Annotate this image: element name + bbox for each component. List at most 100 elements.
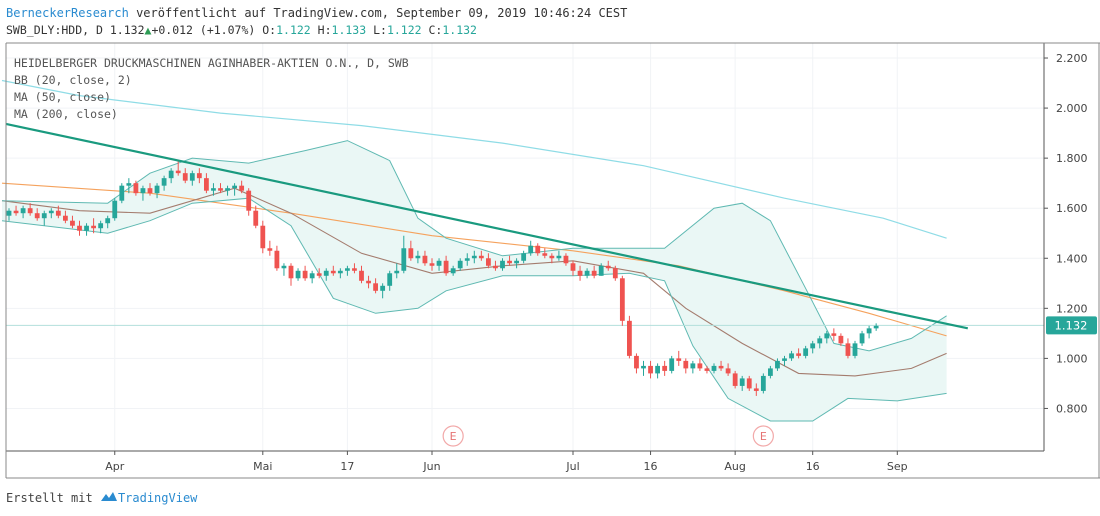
footer: Erstellt mit TradingView bbox=[6, 491, 197, 505]
x-tick-label: Mai bbox=[253, 460, 272, 473]
last-price-badge-label: 1.132 bbox=[1055, 318, 1088, 332]
candle-body bbox=[859, 333, 865, 344]
y-tick-label: 2.000 bbox=[1056, 102, 1088, 115]
candle-body bbox=[605, 265, 611, 269]
candle-body bbox=[239, 185, 245, 191]
candle-body bbox=[528, 245, 534, 254]
candle-body bbox=[852, 343, 858, 356]
open-value: 1.122 bbox=[276, 23, 311, 37]
candle-body bbox=[394, 270, 400, 274]
candle-body bbox=[373, 283, 378, 291]
candle-body bbox=[725, 368, 731, 374]
candle-body bbox=[464, 258, 470, 261]
publish-info: BerneckerResearch veröffentlicht auf Tra… bbox=[6, 6, 627, 20]
indicator-lines bbox=[1, 79, 1044, 422]
candle-body bbox=[521, 253, 527, 261]
candle-body bbox=[817, 338, 823, 344]
candle-body bbox=[246, 190, 252, 211]
candle-body bbox=[866, 328, 872, 334]
candle-body bbox=[126, 183, 132, 186]
candle-body bbox=[753, 388, 759, 391]
candle-body bbox=[471, 255, 477, 259]
open-label: O: bbox=[262, 23, 277, 37]
earnings-marker bbox=[442, 425, 464, 447]
legend-ma50[interactable]: MA (50, close) bbox=[14, 90, 111, 104]
candle-body bbox=[775, 360, 780, 369]
last-price: 1.132 bbox=[109, 23, 145, 37]
candle-body bbox=[549, 255, 555, 259]
earnings-marker bbox=[752, 425, 774, 447]
candle-body bbox=[345, 268, 350, 271]
high-label: H: bbox=[317, 23, 332, 37]
candle-body bbox=[542, 253, 548, 256]
trendline bbox=[5, 122, 969, 330]
bollinger-fill bbox=[2, 140, 947, 421]
author-link[interactable]: BerneckerResearch bbox=[6, 6, 129, 20]
candle-body bbox=[457, 260, 463, 269]
candle-body bbox=[352, 268, 357, 271]
tradingview-logo-icon bbox=[100, 491, 118, 505]
candle-body bbox=[514, 260, 519, 264]
x-tick-label: 16 bbox=[644, 460, 658, 473]
price-change: +0.012 (+1.07%) bbox=[151, 23, 256, 37]
ohlc-bar: SWB_DLY:HDD, D 1.132▲+0.012 (+1.07%) O:1… bbox=[6, 23, 477, 37]
candle-body bbox=[84, 225, 89, 231]
candles bbox=[6, 160, 879, 396]
candle-body bbox=[6, 210, 12, 216]
y-tick-label: 1.600 bbox=[1056, 202, 1088, 215]
candle-body bbox=[366, 280, 371, 284]
legend-bb[interactable]: BB (20, close, 2) bbox=[14, 73, 132, 87]
earnings-marker-label: E bbox=[760, 430, 767, 443]
footer-made-with: Erstellt mit bbox=[6, 491, 93, 505]
footer-brand[interactable]: TradingView bbox=[117, 491, 198, 505]
candle-body bbox=[478, 255, 484, 259]
candle-body bbox=[168, 170, 174, 179]
close-label: C: bbox=[428, 23, 443, 37]
candle-body bbox=[612, 268, 618, 279]
candle-body bbox=[63, 215, 68, 221]
candle-body bbox=[803, 348, 809, 356]
x-tick-label: 17 bbox=[340, 460, 354, 473]
candle-body bbox=[535, 245, 541, 254]
candle-body bbox=[105, 218, 111, 224]
last-price-badge bbox=[1046, 316, 1097, 335]
candle-body bbox=[641, 365, 646, 369]
candle-body bbox=[34, 213, 40, 219]
candle-body bbox=[873, 325, 879, 329]
candle-body bbox=[70, 220, 75, 226]
candle-body bbox=[584, 270, 590, 276]
legend-title: HEIDELBERGER DRUCKMASCHINEN AGINHABER-AK… bbox=[14, 56, 409, 70]
candle-body bbox=[648, 365, 653, 374]
y-tick-label: 2.200 bbox=[1056, 52, 1088, 65]
candle-body bbox=[112, 200, 118, 219]
candle-body bbox=[831, 333, 837, 336]
candle-body bbox=[189, 173, 195, 181]
candle-body bbox=[408, 248, 414, 259]
published-text: veröffentlicht auf TradingView.com, Sept… bbox=[136, 6, 628, 20]
x-tick-label: Jun bbox=[422, 460, 440, 473]
candle-body bbox=[500, 260, 505, 269]
candle-body bbox=[429, 263, 435, 266]
candle-body bbox=[782, 358, 787, 361]
candle-body bbox=[267, 248, 273, 251]
candle-body bbox=[704, 368, 710, 371]
candle-body bbox=[655, 365, 660, 374]
legend-ma200[interactable]: MA (200, close) bbox=[14, 107, 118, 121]
y-tick-label: 1.400 bbox=[1056, 252, 1088, 265]
candle-body bbox=[563, 255, 569, 264]
low-label: L: bbox=[373, 23, 387, 37]
candle-body bbox=[147, 188, 153, 194]
candle-body bbox=[627, 320, 632, 356]
candle-body bbox=[27, 208, 33, 214]
candle-body bbox=[824, 333, 830, 339]
candle-body bbox=[796, 353, 801, 356]
candle-body bbox=[77, 225, 82, 231]
ma200-line bbox=[1, 79, 947, 239]
up-triangle-icon: ▲ bbox=[144, 23, 152, 37]
candle-body bbox=[711, 365, 717, 371]
candle-body bbox=[669, 358, 675, 371]
candle-body bbox=[41, 213, 47, 219]
candle-body bbox=[789, 353, 794, 359]
close-value: 1.132 bbox=[442, 23, 477, 37]
